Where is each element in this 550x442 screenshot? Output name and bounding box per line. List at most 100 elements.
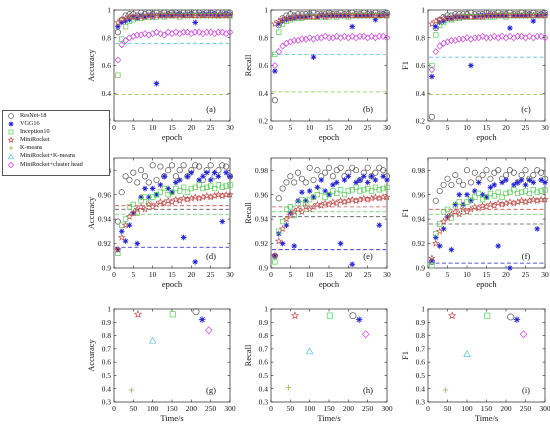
x-axis-label: Time/s	[317, 413, 340, 423]
marker-stroke	[134, 241, 140, 246]
marker-stroke	[189, 170, 194, 175]
series-minirocket	[271, 193, 391, 259]
plot-frame	[270, 308, 388, 403]
data-point	[529, 195, 538, 203]
data-point	[514, 179, 521, 186]
data-point	[476, 190, 482, 197]
chart-panel-i: 0 50 100 150 200 250 300 0.3 0.4 0.5 0.6 0.7 0.8 0.9 1…	[400, 305, 550, 423]
data-point	[357, 188, 363, 194]
legend-item-kmeans: K-means	[5, 144, 107, 152]
data-point	[383, 11, 391, 19]
marker-stroke	[534, 226, 540, 232]
data-point	[517, 196, 526, 204]
marker-stroke	[519, 177, 524, 183]
data-point	[530, 18, 537, 24]
marker-stroke	[507, 25, 513, 31]
marker-stroke	[299, 189, 305, 195]
marker-stroke	[429, 74, 435, 79]
data-point	[348, 195, 356, 203]
x-tick-label: 20	[502, 123, 510, 132]
x-tick-label: 15	[168, 270, 176, 279]
marker-stroke	[123, 238, 128, 244]
data-point	[379, 32, 387, 40]
legend: ResNet-18 VGG16 Inception10 MiniRocket K…	[2, 110, 110, 176]
data-point	[456, 199, 462, 205]
x-tick-label: 250	[362, 404, 374, 413]
data-point	[506, 198, 514, 206]
data-point	[440, 19, 447, 26]
marker-stroke	[173, 180, 179, 185]
diamond-marker-icon	[8, 161, 14, 168]
data-point	[372, 177, 379, 183]
x-tick-label: 200	[186, 404, 198, 413]
marker-stroke	[449, 247, 454, 252]
data-point	[172, 28, 180, 36]
data-point	[326, 192, 332, 198]
marker-stroke	[150, 186, 155, 191]
data-point-inception10	[484, 312, 491, 319]
x-tick-label: 30	[226, 270, 234, 279]
marker-stroke	[511, 182, 517, 188]
data-point	[380, 173, 386, 180]
legend-item-inception10: Inception10	[5, 128, 107, 136]
series-inception10	[272, 184, 390, 265]
y-tick-label: 1	[421, 6, 425, 15]
y-tick-label: 0.4	[102, 89, 112, 98]
data-point	[361, 187, 367, 193]
data-point-resnet-18	[192, 308, 200, 316]
x-tick-label: 0	[426, 404, 430, 413]
data-point	[353, 167, 360, 174]
data-point	[364, 164, 371, 171]
marker-stroke	[212, 170, 217, 175]
data-point	[195, 28, 203, 36]
marker-stroke	[311, 54, 316, 60]
y-tick-label: 0.4	[416, 89, 426, 98]
plot-frame	[113, 9, 231, 122]
data-point	[510, 169, 517, 176]
data-point-inception10	[326, 312, 333, 319]
y-axis-label: Accuracy	[86, 338, 96, 371]
data-point	[114, 245, 122, 253]
data-point	[317, 11, 326, 19]
marker-stroke	[464, 192, 470, 197]
data-point	[357, 177, 363, 183]
data-point	[499, 179, 505, 186]
data-point	[478, 201, 487, 209]
y-tick-label: 0.7	[416, 344, 426, 353]
x-tick-label: 25	[207, 270, 215, 279]
data-point	[302, 202, 310, 211]
data-point-vgg16	[355, 316, 363, 323]
marker-stroke	[8, 122, 14, 127]
marker-stroke	[338, 241, 343, 246]
series-minirocket-cluster-head	[114, 28, 234, 64]
x-tick-label: 30	[383, 270, 391, 279]
marker-stroke	[365, 180, 370, 185]
data-point	[299, 189, 305, 196]
marker-stroke	[177, 177, 183, 183]
data-point	[376, 187, 382, 193]
x-tick-label: 0	[426, 123, 430, 132]
data-point	[349, 261, 355, 268]
data-point	[428, 113, 435, 120]
y-tick-label: 0.6	[259, 358, 269, 367]
data-point	[432, 197, 439, 204]
data-point	[279, 185, 286, 192]
panel-label: (f)	[522, 251, 531, 261]
data-point	[318, 188, 324, 194]
data-point	[542, 187, 548, 193]
chart-panel-d: 0510152025300.90.920.940.960.98epochAccu…	[86, 157, 234, 289]
x-tick-label: 5	[131, 123, 135, 132]
data-point-minirocket-k-means	[305, 347, 314, 355]
data-point	[429, 73, 435, 80]
chart-panel-c: 0 5 10 15 20 25 30 0.2 0.4 0.6 0.8 1 epoch F1 (c)	[400, 6, 549, 142]
data-point	[153, 9, 160, 16]
data-point	[451, 207, 460, 215]
panel-label: (c)	[521, 104, 531, 114]
series-minirocket	[114, 11, 234, 26]
x-tick-label: 100	[304, 404, 316, 413]
data-point	[360, 32, 368, 40]
data-point	[471, 169, 478, 176]
data-point	[142, 194, 148, 200]
data-point	[306, 34, 313, 42]
data-point-resnet-18	[349, 312, 357, 320]
